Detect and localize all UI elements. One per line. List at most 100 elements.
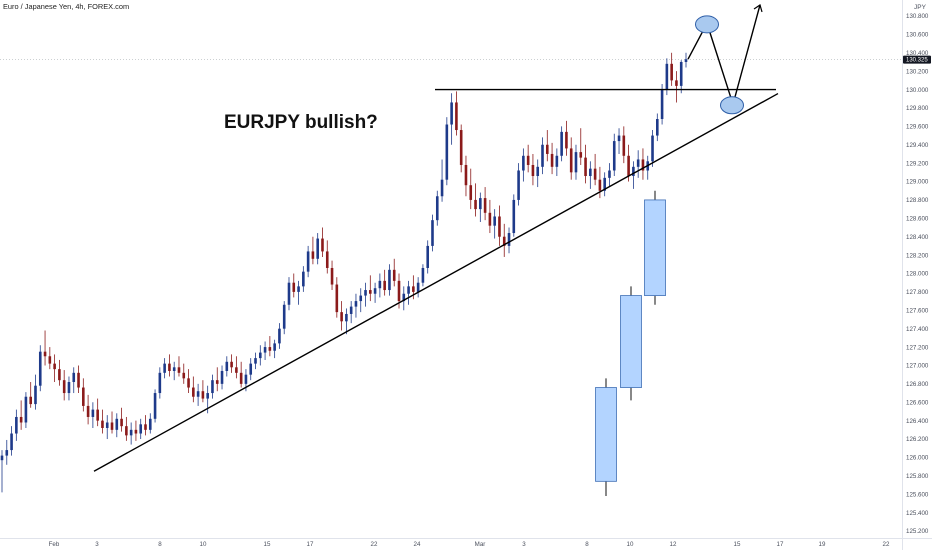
- candle-body: [306, 251, 310, 272]
- price-tick-label: 129.600: [906, 124, 929, 131]
- time-tick-label: Feb: [49, 541, 60, 548]
- candle-body: [115, 418, 119, 430]
- time-axis: Feb 3 8 10 15 17 22 24 Mar 3 8 10 12 15 17 19 22: [49, 541, 890, 548]
- candle-body: [636, 159, 640, 167]
- candle-body: [421, 267, 425, 283]
- candle-body: [483, 198, 487, 213]
- candle-body: [187, 378, 190, 388]
- candle-body: [536, 166, 540, 177]
- candle-body: [335, 284, 339, 313]
- candle-body: [392, 269, 396, 281]
- candle-body: [622, 135, 626, 156]
- candle-body: [172, 367, 176, 371]
- retest-ellipse-bottom: [720, 96, 744, 115]
- candle-body: [517, 170, 520, 200]
- candle-body: [263, 347, 267, 353]
- candle-body: [584, 157, 587, 177]
- candle-body: [407, 286, 410, 294]
- candle-body: [220, 370, 224, 384]
- candle-body: [24, 396, 28, 423]
- candle-body: [134, 429, 138, 434]
- chart-title: Euro / Japanese Yen, 4h, FOREX.com: [3, 2, 129, 11]
- candle-body: [502, 236, 506, 246]
- price-tick-label: 127.200: [906, 344, 929, 351]
- candle-body: [230, 361, 233, 368]
- price-tick-label: 128.000: [906, 271, 929, 278]
- arrowhead-final: [753, 4, 763, 13]
- candle-body: [91, 409, 95, 417]
- price-tick-label: 125.800: [906, 473, 929, 480]
- candle-body: [302, 271, 305, 287]
- time-tick-label: 22: [883, 541, 890, 548]
- price-tick-label: 128.600: [906, 216, 929, 223]
- price-tick-label: 128.400: [906, 234, 929, 241]
- candle-body: [364, 290, 367, 296]
- candle-body: [450, 102, 453, 125]
- candle-body: [498, 216, 501, 237]
- candle-body: [10, 433, 13, 451]
- candle-body: [258, 352, 262, 359]
- price-tick-label: 129.200: [906, 160, 929, 167]
- candle-body: [0, 455, 4, 461]
- candle-body: [297, 286, 300, 292]
- candle-body: [321, 238, 324, 252]
- price-tick-label: 126.200: [906, 436, 929, 443]
- time-tick-label: 15: [264, 541, 271, 548]
- candle-body: [569, 148, 573, 173]
- candle-body: [526, 155, 530, 165]
- price-tick-label: 129.400: [906, 142, 929, 149]
- support-trendline: [93, 92, 779, 472]
- price-unit-label: JPY: [914, 4, 927, 11]
- candle-body: [679, 61, 683, 86]
- candle-body: [148, 418, 152, 430]
- current-price-tag: 130.325: [903, 55, 931, 64]
- candle-body: [163, 363, 166, 373]
- candle-body: [201, 391, 205, 399]
- price-tick-label: 129.800: [906, 105, 929, 112]
- candle-body: [105, 422, 109, 428]
- candle-body: [617, 135, 621, 142]
- candle-body: [416, 282, 420, 292]
- candle-body: [522, 155, 525, 171]
- candle-body: [215, 380, 219, 384]
- candle-body: [651, 135, 654, 162]
- candle-body: [287, 282, 291, 305]
- candle-body: [249, 363, 253, 375]
- candle-body: [474, 199, 477, 210]
- candle-body: [675, 80, 678, 86]
- candle-body: [369, 290, 372, 294]
- candle-body: [565, 131, 568, 149]
- projection-candle-body: [644, 199, 666, 296]
- annotation-text: EURJPY bullish?: [224, 112, 378, 133]
- time-tick-label: 17: [777, 541, 784, 548]
- candle-body: [211, 380, 214, 394]
- candle-body: [58, 369, 61, 381]
- projection-layer: [595, 190, 666, 497]
- candle-body: [469, 185, 473, 200]
- candle-body: [15, 416, 18, 434]
- candle-body: [349, 306, 353, 314]
- time-tick-label: 24: [414, 541, 421, 548]
- candle-body: [445, 124, 449, 180]
- candle-body: [125, 426, 128, 436]
- price-tick-label: 126.000: [906, 455, 929, 462]
- price-tick-label: 128.800: [906, 197, 929, 204]
- price-tick-label: 125.400: [906, 510, 929, 517]
- price-tick-label: 130.800: [906, 13, 929, 20]
- candle-body: [488, 212, 492, 226]
- price-tick-label: 130.600: [906, 32, 929, 39]
- price-tick-label: 127.800: [906, 289, 929, 296]
- candle-body: [340, 312, 343, 322]
- candle-body: [345, 313, 348, 322]
- projected-path-arrow: [687, 4, 761, 107]
- candle-body: [43, 351, 47, 357]
- candle-body: [459, 130, 463, 165]
- candle-body: [86, 405, 90, 417]
- candle-body: [593, 168, 597, 180]
- candle-body: [254, 358, 257, 364]
- candle-body: [177, 367, 181, 373]
- candles-layer: [0, 52, 688, 493]
- price-tick-label: 128.200: [906, 252, 929, 259]
